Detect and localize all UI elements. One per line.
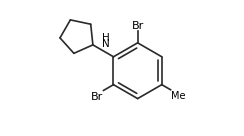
Text: H: H — [102, 33, 110, 43]
Text: Me: Me — [171, 91, 186, 101]
Text: N: N — [102, 38, 110, 49]
Text: Br: Br — [132, 21, 144, 31]
Text: Br: Br — [91, 92, 103, 102]
